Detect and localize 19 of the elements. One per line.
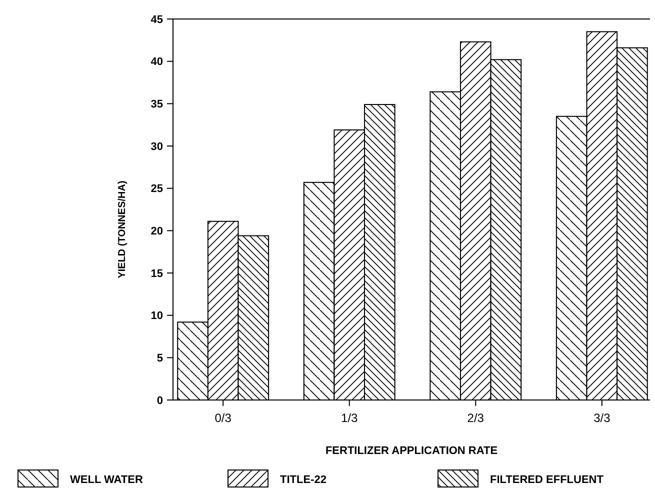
legend-label: TITLE-22 xyxy=(280,474,326,486)
y-tick-label: 20 xyxy=(150,226,163,238)
x-tick-label: 0/3 xyxy=(214,411,232,425)
legend-label: FILTERED EFFLUENT xyxy=(490,474,604,486)
y-tick-label: 10 xyxy=(150,310,163,322)
y-tick-label: 30 xyxy=(150,140,163,153)
y-tick-label: 5 xyxy=(156,352,163,365)
y-tick-label: 15 xyxy=(150,268,163,280)
legend-label: WELL WATER xyxy=(70,474,143,486)
y-tick-label: 0 xyxy=(156,394,163,407)
x-tick-label: 2/3 xyxy=(467,411,484,425)
y-tick-label: 25 xyxy=(150,183,163,196)
x-tick-label: 3/3 xyxy=(594,411,611,425)
y-tick-label: 40 xyxy=(150,56,163,68)
y-axis-title: YIELD (TONNES/HA) xyxy=(117,180,128,278)
x-axis-title: FERTILIZER APPLICATION RATE xyxy=(325,445,498,457)
x-tick-label: 1/3 xyxy=(341,411,358,425)
y-tick-label: 45 xyxy=(150,14,163,26)
y-tick-label: 35 xyxy=(150,98,163,111)
